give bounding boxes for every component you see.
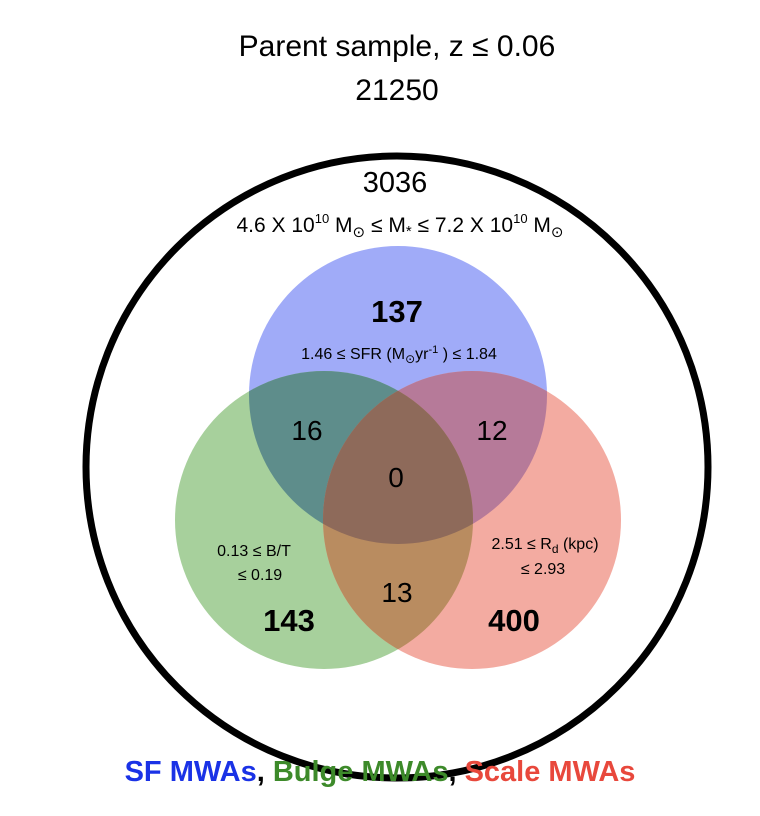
parent-sample-count: 21250 — [355, 74, 438, 107]
legend-bulge: Bulge MWAs — [272, 756, 449, 788]
legend: SF MWAs, Bulge MWAs, Scale MWAs — [0, 756, 760, 789]
bulge-criterion-line1: 0.13 ≤ B/T — [217, 543, 291, 560]
bulge-scale-count: 13 — [381, 577, 412, 608]
legend-sf: SF MWAs — [124, 756, 257, 788]
legend-separator: , — [256, 756, 273, 788]
legend-separator: , — [448, 756, 465, 788]
sf-criterion: 1.46 ≤ SFR (M⊙yr-1 ) ≤ 1.84 — [301, 344, 497, 366]
sf-count: 137 — [371, 294, 423, 329]
scale-criterion-line1: 2.51 ≤ Rd (kpc) — [491, 536, 598, 556]
scale-count: 400 — [488, 603, 540, 638]
bulge-criterion-line2: ≤ 0.19 — [238, 567, 282, 584]
legend-scale: Scale MWAs — [464, 756, 636, 788]
mass-cut-range: 4.6 X 1010 M⊙ ≤ M* ≤ 7.2 X 1010 M⊙ — [237, 211, 564, 241]
mass-cut-circle — [82, 152, 712, 782]
triple-count: 0 — [388, 462, 404, 493]
bulge-count: 143 — [263, 603, 315, 638]
parent-sample-title: Parent sample, z ≤ 0.06 — [239, 30, 556, 63]
mass-cut-count: 3036 — [363, 167, 428, 199]
sf-bulge-count: 16 — [291, 415, 322, 446]
triple-overlap — [323, 371, 473, 544]
scale-criterion-line2: ≤ 2.93 — [521, 561, 565, 578]
sf-scale-count: 12 — [476, 415, 507, 446]
